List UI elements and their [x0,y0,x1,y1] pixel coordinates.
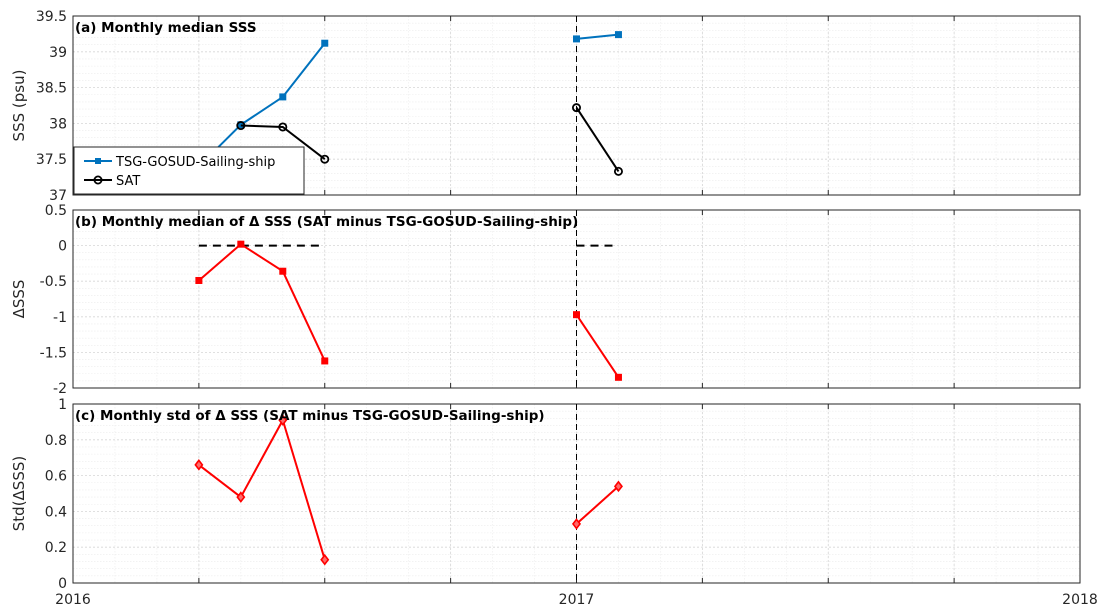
data-point [236,121,246,131]
panel-b: -2 -1.5 -1 -0.5 0 0.5 ΔSSS (b) Monthly median o… [10,203,1081,397]
legend-marker [93,175,103,185]
data-point [614,31,622,39]
panel-c: 0 0.2 0.4 0.6 0.8 1 Std(ΔSSS) 2016 2017 2018 (c) M… [10,397,1098,608]
y-tick-label: 39 [49,45,67,61]
series-line [575,314,620,378]
panel-a: 37 37.5 38 38.5 39 39.5 SSS (psu) (a) Monthly m… [10,9,1081,204]
y-axis-label: ΔSSS [10,280,28,319]
y-axis-label: Std(ΔSSS) [10,456,28,531]
data-point [278,414,288,426]
data-point [573,311,580,319]
y-tick-label: -0.5 [40,274,67,290]
data-point [571,518,582,530]
legend-label: SAT [116,174,140,189]
y-tick-label: -2 [53,381,67,397]
y-tick-label: 1 [58,397,67,413]
y-tick-label: -1.5 [40,345,67,361]
data-point [613,166,623,176]
panel-title: (b) Monthly median of Δ SSS (SAT minus T… [75,214,578,230]
y-tick-label: 0.4 [45,504,67,520]
data-point [613,480,623,493]
series-line [575,107,620,172]
data-point [237,240,245,248]
y-tick-label: -1 [53,310,67,326]
panel-title: (a) Monthly median SSS [75,20,257,36]
legend-box [73,146,305,195]
y-tick-label: 0 [58,239,67,255]
x-tick-label: 2018 [1062,592,1098,608]
data-point [572,103,582,113]
series-line [198,42,326,168]
y-tick-label: 37.5 [36,152,67,168]
data-point [279,267,287,275]
data-point [236,491,246,503]
y-tick-label: 39.5 [36,9,67,25]
data-point [321,357,329,365]
y-tick-label: 38 [49,116,67,132]
data-point [320,553,330,566]
data-point [614,373,622,381]
x-tick-label: 2016 [55,592,91,608]
y-tick-label: 0.5 [45,203,67,219]
panel-title: (c) Monthly std of Δ SSS (SAT minus TSG-… [75,408,545,424]
y-tick-label: 0 [58,576,67,592]
y-tick-label: 0.8 [45,433,67,449]
series-sat [236,103,623,176]
data-point [573,35,580,43]
legend-marker [95,158,101,164]
x-tick-label: 2017 [559,592,595,608]
series-line [198,242,326,362]
data-point [320,154,330,164]
series-line [240,124,326,160]
legend-label: TSG-GOSUD-Sailing-ship [115,155,275,170]
series-delta-sss [195,240,622,381]
data-point [194,459,204,471]
data-point [321,39,329,47]
series-delta-sss [194,414,623,566]
legend: TSG-GOSUD-Sailing-ship SAT [73,146,305,195]
y-tick-label: 0.6 [45,469,67,485]
y-tick-label: 0.2 [45,540,67,556]
y-tick-label: 37 [49,188,67,204]
series-line [575,485,620,525]
series-line [198,417,326,560]
data-point [279,93,287,101]
data-point [195,276,203,284]
data-point [278,122,288,132]
series-line [576,33,619,40]
y-tick-label: 38.5 [36,81,67,97]
y-axis-label: SSS (psu) [10,70,28,142]
